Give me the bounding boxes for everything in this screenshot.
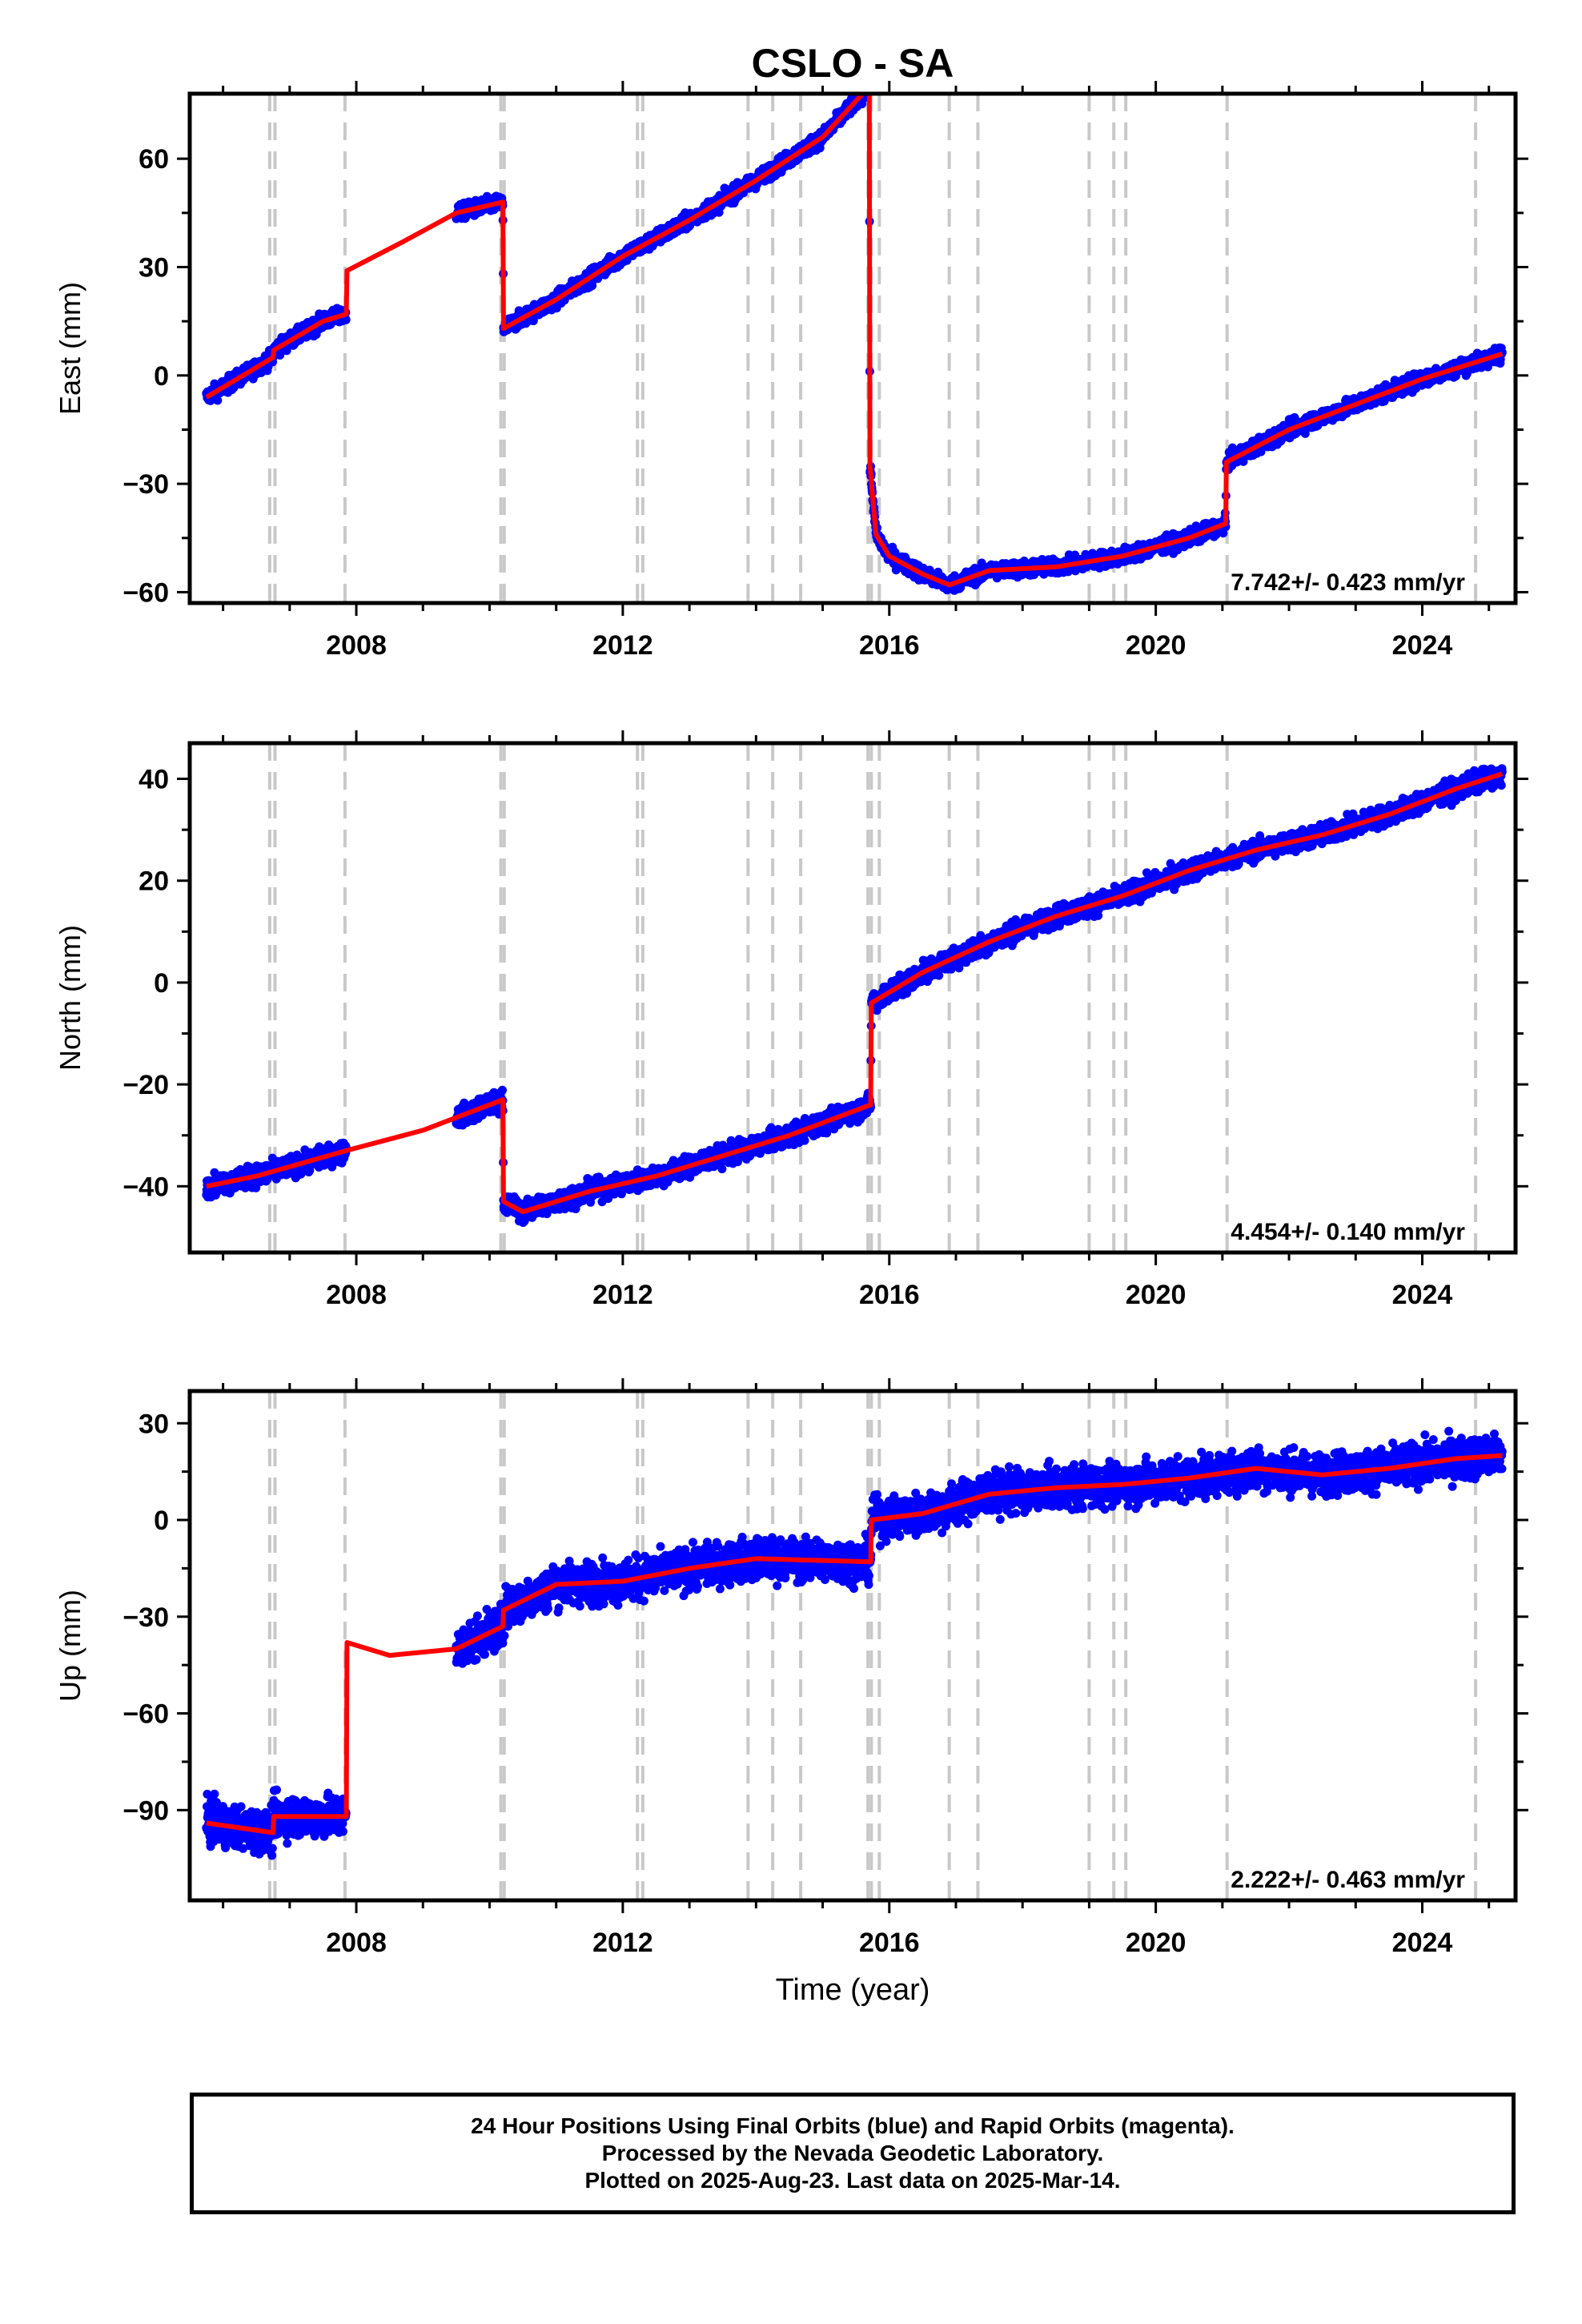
y-tick-label: 0 [154,361,169,392]
y-tick-label: 30 [139,253,169,283]
x-tick-label: 2024 [1392,630,1453,661]
model-line [205,94,1504,588]
data-point [341,315,351,324]
y-tick-label: 60 [139,144,169,175]
final-orbit-points [202,764,1507,1228]
y-tick-label: −30 [122,469,169,500]
y-tick-label: −60 [122,577,169,608]
x-tick-label: 2008 [326,630,387,661]
chart-title: CSLO - SA [752,41,954,86]
x-tick-label: 2012 [592,630,653,661]
panel-east: 2008 2012 2016 2020 2024 −60 −30 0 30 60 East (mm)… [54,81,1528,661]
x-tick-label: 2016 [859,630,920,661]
data-point [213,396,223,405]
x-tick-label: 2020 [1126,630,1186,661]
final-orbit-points [202,94,1507,595]
y-axis-label: East (mm) [54,282,86,415]
rate-annotation: 7.742+/- 0.423 mm/yr [1231,569,1465,596]
plot-frame [187,91,1518,605]
